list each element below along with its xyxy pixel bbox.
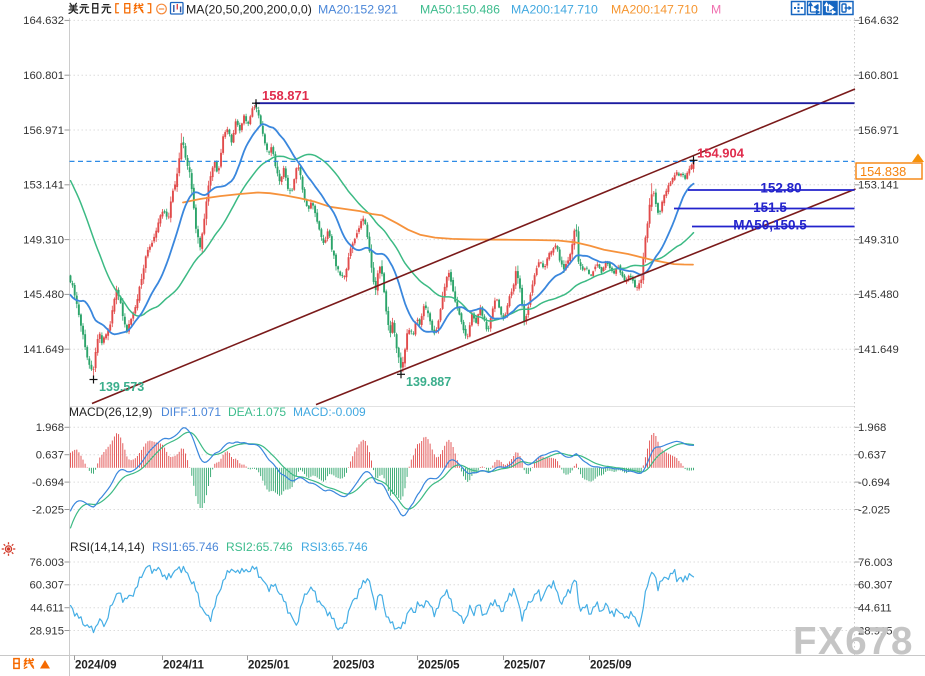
svg-text:0.637: 0.637	[36, 449, 64, 461]
svg-text:MA200:147.710: MA200:147.710	[611, 3, 698, 17]
svg-text:0.637: 0.637	[858, 449, 886, 461]
svg-text:RSI1:65.746: RSI1:65.746	[152, 540, 219, 554]
svg-text:164.632: 164.632	[23, 15, 64, 27]
svg-text:153.141: 153.141	[23, 180, 64, 192]
svg-text:M: M	[711, 3, 721, 17]
svg-text:RSI2:65.746: RSI2:65.746	[226, 540, 293, 554]
svg-text:FX678: FX678	[793, 620, 914, 663]
svg-text:MA50:150.486: MA50:150.486	[420, 3, 500, 17]
svg-text:149.310: 149.310	[23, 234, 64, 246]
svg-text:MACD:-0.009: MACD:-0.009	[293, 405, 366, 419]
svg-text:141.649: 141.649	[858, 344, 899, 356]
svg-text:160.801: 160.801	[23, 70, 64, 82]
svg-text:44.611: 44.611	[30, 602, 64, 614]
svg-text:2025/01: 2025/01	[248, 660, 290, 672]
svg-text:160.801: 160.801	[858, 70, 899, 82]
svg-text:139.887: 139.887	[406, 375, 451, 389]
svg-text:MA(20,50,200,200,0,0): MA(20,50,200,200,0,0)	[186, 3, 312, 17]
svg-text:2025/05: 2025/05	[418, 660, 460, 672]
svg-text:MA20:152.921: MA20:152.921	[318, 3, 398, 17]
svg-text:60.307: 60.307	[29, 580, 64, 592]
svg-text:151.5: 151.5	[753, 200, 787, 215]
svg-text:44.611: 44.611	[858, 602, 892, 614]
svg-text:28.915: 28.915	[858, 625, 893, 637]
svg-text:60.307: 60.307	[858, 580, 893, 592]
svg-text:2024/09: 2024/09	[75, 660, 117, 672]
svg-text:76.003: 76.003	[858, 557, 893, 569]
svg-text:2024/11: 2024/11	[163, 660, 205, 672]
svg-text:156.971: 156.971	[858, 125, 899, 137]
svg-text:RSI(14,14,14): RSI(14,14,14)	[70, 540, 145, 554]
svg-text:158.871: 158.871	[262, 88, 309, 103]
svg-text:DEA:1.075: DEA:1.075	[228, 405, 286, 419]
svg-text:MACD(26,12,9): MACD(26,12,9)	[69, 405, 152, 419]
svg-text:1.968: 1.968	[858, 422, 886, 434]
svg-text:76.003: 76.003	[29, 557, 64, 569]
svg-text:2025/09: 2025/09	[590, 660, 632, 672]
svg-text:145.480: 145.480	[858, 289, 899, 301]
svg-text:141.649: 141.649	[23, 344, 64, 356]
svg-text:154.904: 154.904	[697, 146, 745, 161]
svg-text:2025/07: 2025/07	[504, 660, 546, 672]
svg-text:164.632: 164.632	[858, 15, 899, 27]
svg-text:153.141: 153.141	[858, 180, 899, 192]
svg-text:2025/03: 2025/03	[333, 660, 375, 672]
svg-text:-0.694: -0.694	[32, 477, 64, 489]
svg-text:152.80: 152.80	[760, 181, 801, 196]
svg-text:156.971: 156.971	[23, 125, 64, 137]
svg-text:149.310: 149.310	[858, 234, 899, 246]
svg-text:DIFF:1.071: DIFF:1.071	[161, 405, 221, 419]
svg-text:145.480: 145.480	[23, 289, 64, 301]
svg-text:154.838: 154.838	[860, 164, 906, 179]
svg-text:28.915: 28.915	[29, 625, 64, 637]
svg-text:MA200:147.710: MA200:147.710	[511, 3, 598, 17]
svg-text:RSI3:65.746: RSI3:65.746	[301, 540, 368, 554]
svg-text:-2.025: -2.025	[858, 504, 890, 516]
svg-text:MA50,150.5: MA50,150.5	[733, 218, 807, 233]
svg-text:-2.025: -2.025	[32, 504, 64, 516]
svg-text:1.968: 1.968	[36, 422, 64, 434]
svg-text:139.573: 139.573	[99, 380, 144, 394]
svg-text:-0.694: -0.694	[858, 477, 890, 489]
